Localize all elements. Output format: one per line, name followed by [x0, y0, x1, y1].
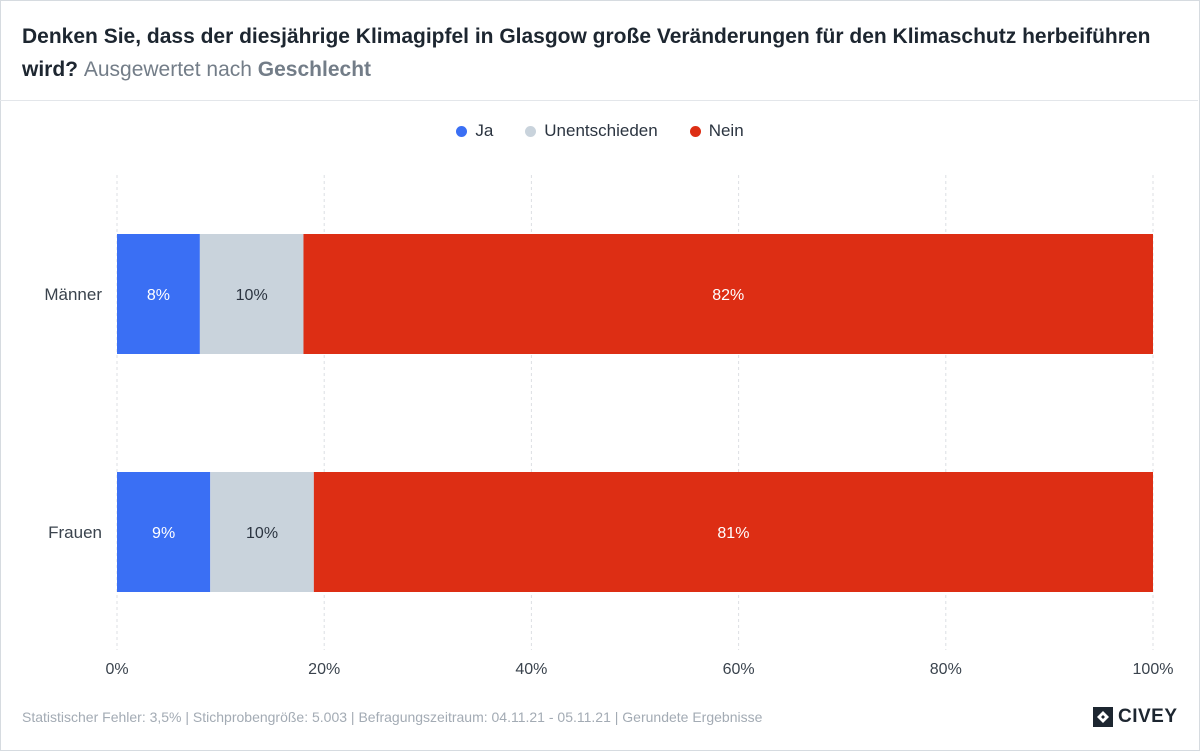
legend-item-nein: Nein [689, 121, 744, 141]
civey-logo-icon [1093, 707, 1113, 727]
category-label: Frauen [48, 523, 102, 542]
legend-dot-nein [689, 125, 701, 137]
legend-label-nein: Nein [708, 121, 744, 140]
subtitle-prefix: Ausgewertet nach [83, 58, 252, 81]
bar-data-label: 10% [236, 287, 268, 304]
category-label: Männer [44, 285, 102, 304]
legend: Ja Unentschieden Nein [0, 121, 1200, 141]
x-tick-label: 20% [308, 661, 340, 678]
bar-segment [210, 472, 314, 592]
legend-item-ja: Ja [456, 121, 493, 141]
brand-name: CIVEY [1118, 706, 1178, 727]
bar-data-label: 82% [712, 287, 744, 304]
legend-label-ja: Ja [475, 121, 494, 140]
legend-dot-ja [456, 125, 468, 137]
x-tick-label: 100% [1133, 661, 1174, 678]
bar-segment [199, 234, 304, 354]
title-text: Denken Sie, dass der diesjährige Klimagi… [22, 25, 1151, 81]
bar-segment [313, 472, 1154, 592]
footer-note: Statistischer Fehler: 3,5% | Stichproben… [22, 709, 763, 725]
bar-data-label: 9% [152, 525, 175, 542]
chart-title: Denken Sie, dass der diesjährige Klimagi… [22, 20, 1172, 86]
legend-label-unentschieden: Unentschieden [544, 121, 658, 140]
x-tick-label: 80% [930, 661, 962, 678]
subtitle-strong: Geschlecht [257, 58, 372, 81]
x-tick-label: 60% [723, 661, 755, 678]
legend-dot-unentschieden [525, 125, 537, 137]
legend-item-unentschieden: Unentschieden [525, 121, 658, 141]
bar-data-label: 81% [717, 525, 749, 542]
civey-logo: CIVEY [1092, 706, 1178, 728]
bar-data-label: 8% [147, 287, 170, 304]
bar-segment [117, 234, 200, 354]
bar-data-label: 10% [246, 525, 278, 542]
bar-segment [117, 472, 211, 592]
chart-header: Denken Sie, dass der diesjährige Klimagi… [0, 0, 1198, 101]
x-tick-label: 0% [105, 661, 128, 678]
bar-segment [303, 234, 1154, 354]
x-tick-label: 40% [515, 661, 547, 678]
